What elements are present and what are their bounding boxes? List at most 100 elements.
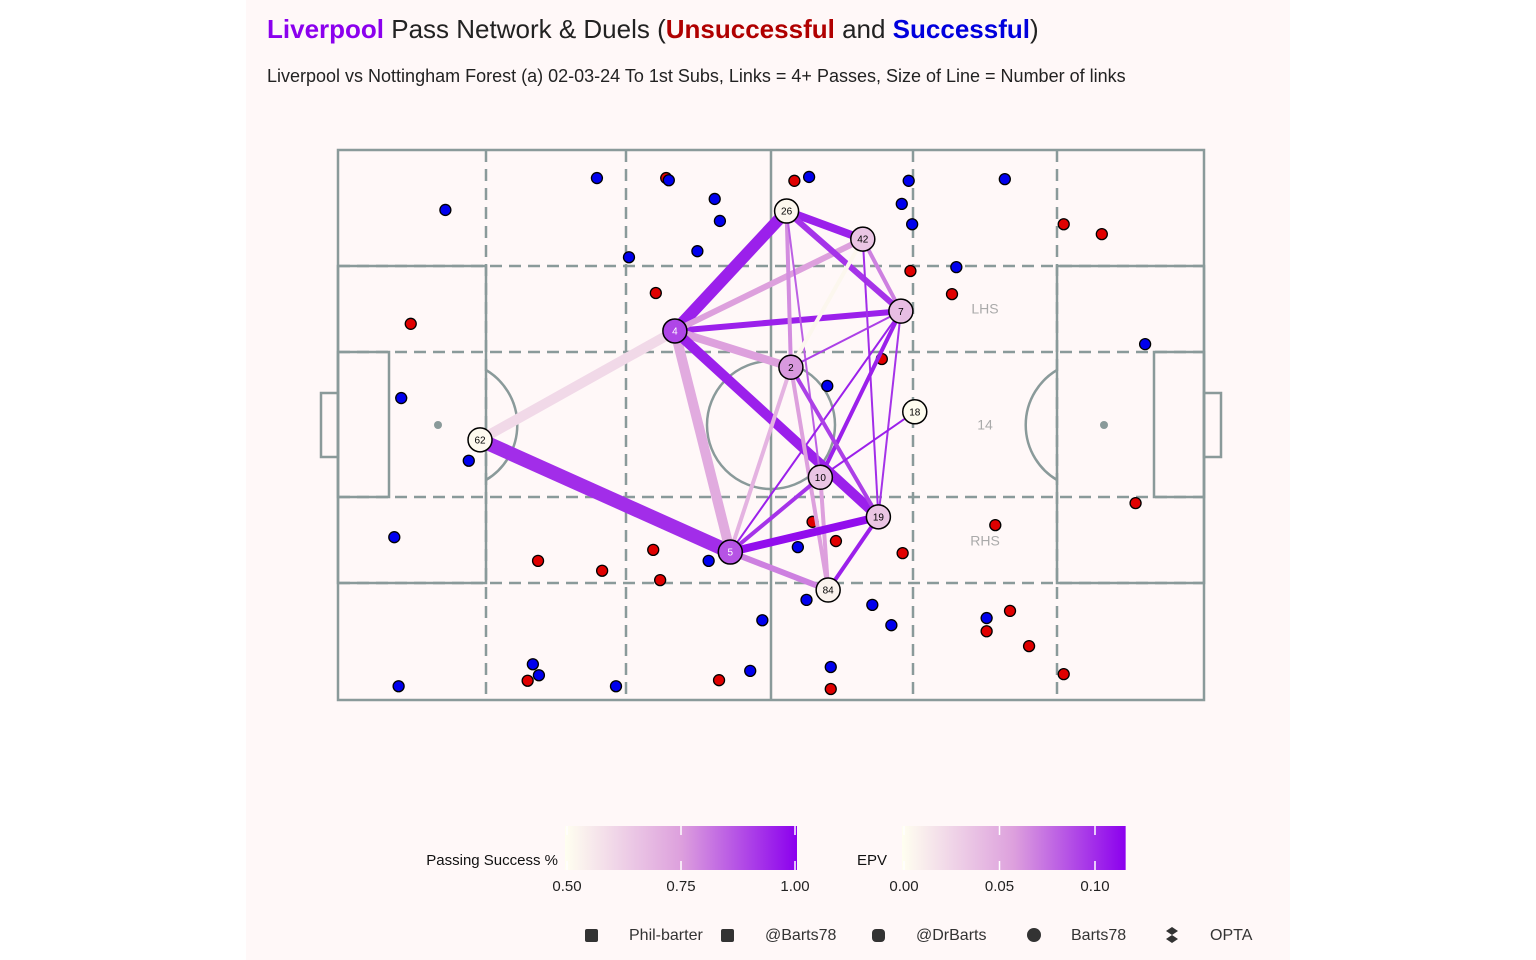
duel-point [904,264,917,278]
player-number: 84 [823,586,835,597]
player-node [850,226,876,252]
duel-point [980,611,993,625]
duel-point [712,674,726,687]
player-node [807,464,834,490]
duel-point [902,174,915,187]
pass-link [789,366,881,518]
zone-label: RHS [970,533,1000,549]
colorbar-tick-label: 0.00 [889,878,918,895]
player-node [865,504,892,530]
player-node [888,298,914,324]
title-part: Unsuccessful [666,14,835,44]
duel-point [756,614,769,627]
player-node [815,577,841,603]
player-number: 5 [728,548,734,559]
duel-point [662,174,675,187]
title-part: Liverpool [267,14,384,44]
duel-point [802,170,816,184]
player-node [467,427,493,453]
title-part: and [835,14,893,44]
dropbox-icon [1166,927,1178,943]
duel-point [744,664,757,677]
pass-link [861,238,903,313]
colorbar-tick-label: 0.10 [1080,878,1109,895]
player-number: 18 [909,407,921,418]
zone-label: 14 [977,417,993,433]
pitch [319,148,1223,702]
pass-link [729,549,830,593]
duel-point [532,669,546,682]
duel-point [649,286,662,300]
player-number: 10 [815,473,827,484]
duel-point [885,619,898,632]
duel-point [388,531,401,544]
pass-link [784,210,793,368]
pass-link [818,310,903,479]
pass-link [673,236,865,334]
pass-link [729,512,880,556]
pass-link [477,326,678,445]
duel-point [1095,227,1108,241]
pass-link [877,311,902,517]
duel-point [439,203,452,217]
duel-point [647,543,660,556]
pass-link [789,238,865,369]
player-node [902,399,928,425]
legend-title: EPV [857,852,887,869]
pass-link [819,410,916,479]
duel-point [788,174,801,187]
linkedin-icon [585,929,598,942]
duel-point [595,564,609,577]
player-node [717,539,744,565]
duel-point [713,214,727,228]
duel-point [998,172,1011,186]
duel-point [590,171,604,185]
legend-title: Passing Success % [426,852,558,869]
duel-point [824,660,837,674]
colorbar [902,826,1126,870]
footer-handle: Phil-barter [629,927,703,944]
title-part: Successful [893,14,1030,44]
player-number: 7 [898,307,904,318]
duel-point [691,245,704,258]
duel-point [521,674,534,687]
colorbar-tick-label: 0.75 [666,878,695,895]
duel-point [1022,639,1036,653]
title-part: Pass Network & Duels ( [384,14,666,44]
duel-point [392,680,405,693]
duel-point [791,540,804,554]
player-number: 2 [788,363,794,374]
duel-point [404,317,417,330]
duel-point [395,391,408,405]
pass-link [728,366,793,553]
duel-point [1057,668,1070,681]
panel [246,0,1290,960]
zone-label: LHS [971,301,998,317]
duel-point [1129,496,1142,510]
pass-link [729,310,902,553]
colorbar-tick-label: 0.05 [985,878,1014,895]
pass-link [477,433,734,559]
pass-link [671,327,882,521]
pass-link [670,206,791,336]
github-icon [1027,928,1041,942]
duel-point [821,379,834,393]
duel-point [708,192,721,206]
player-number: 26 [781,207,793,218]
duel-point [906,218,919,231]
duel-point [1138,337,1152,351]
mastodon-icon [872,929,885,942]
colorbar-tick-label: 0.50 [552,878,581,895]
pass-link [670,329,736,554]
duel-point [980,625,993,638]
pass-link [826,515,881,592]
duel-point [895,197,908,211]
duel-point [829,534,843,548]
chart-title: Liverpool Pass Network & Duels (Unsucces… [267,14,1039,44]
duel-point [950,260,963,274]
duel-point [702,554,715,567]
duel-point [1057,218,1070,231]
chart-subtitle: Liverpool vs Nottingham Forest (a) 02-03… [267,66,1126,86]
pass-link [784,208,903,314]
